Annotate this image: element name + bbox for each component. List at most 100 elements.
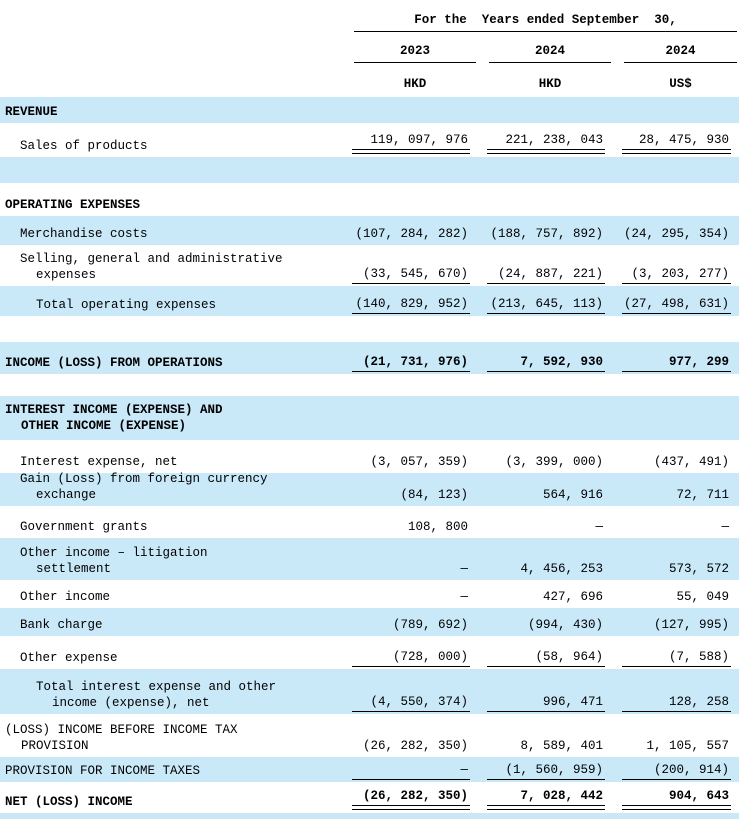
row-other-expense: Other expense (728, 000) (58, 964) (7, 5… [0, 636, 739, 669]
row-selling-general-admin: Selling, general and administrative expe… [0, 245, 739, 286]
row-label: Sales of products [20, 139, 148, 153]
currency-col-3: US$ [669, 77, 692, 91]
value-2024-hkd: — [595, 520, 603, 534]
row-sales-of-products: Sales of products 119, 097, 976 221, 238… [0, 123, 739, 157]
row-label: Selling, general and administrative [20, 252, 283, 266]
row-label: Merchandise costs [20, 227, 148, 241]
row-label-wrap: PROVISION [21, 739, 89, 753]
value-2023-hkd: — [460, 590, 468, 604]
row-label: Government grants [20, 520, 148, 534]
value-2023-hkd: (107, 284, 282) [355, 227, 468, 241]
year-col-2023: 2023 [350, 34, 478, 65]
value-2023-hkd: (728, 000) [350, 636, 478, 669]
row-label-wrap: settlement [36, 562, 112, 576]
header-spacer [0, 34, 350, 65]
value-2024-usd: 904, 643 [613, 782, 739, 813]
value-2024-usd: (24, 295, 354) [623, 227, 729, 241]
row-label-wrap: income (expense), net [52, 696, 210, 710]
row-other-income-litigation: Other income – litigation settlement — 4… [0, 538, 739, 580]
header-spacer [0, 65, 350, 97]
value-2024-usd: — [721, 520, 729, 534]
value-2024-usd: (200, 914) [613, 757, 739, 782]
value-2024-usd: 28, 475, 930 [613, 123, 739, 157]
spacer-row [0, 157, 739, 183]
value-2023-hkd: (33, 545, 670) [350, 245, 478, 286]
row-total-operating-expenses: Total operating expenses (140, 829, 952)… [0, 286, 739, 316]
row-label: Other income – litigation [20, 546, 208, 560]
table-header-years: 2023 2024 2024 [0, 34, 739, 65]
value-2024-hkd: 564, 916 [542, 488, 603, 502]
table-header-currencies: HKD HKD US$ [0, 65, 739, 97]
value-2024-usd: 573, 572 [668, 562, 729, 576]
value-2024-hkd: 7, 592, 930 [478, 342, 613, 374]
value-2024-hkd: (188, 757, 892) [490, 227, 603, 241]
section-label: INCOME (LOSS) FROM OPERATIONS [5, 356, 223, 370]
row-interest-expense-net: Interest expense, net (3, 057, 359) (3, … [0, 440, 739, 473]
row-label: Total interest expense and other [36, 680, 277, 694]
row-gain-loss-foreign-currency: Gain (Loss) from foreign currency exchan… [0, 472, 739, 506]
section-row-operating-expenses: OPERATING EXPENSES [0, 189, 739, 216]
value-2023-hkd: (84, 123) [400, 488, 468, 502]
value-2024-usd: 1, 105, 557 [646, 739, 729, 753]
row-label: PROVISION FOR INCOME TAXES [5, 764, 201, 778]
header-spacer [0, 0, 350, 34]
row-merchandise-costs: Merchandise costs (107, 284, 282) (188, … [0, 216, 739, 245]
spacer-row [0, 316, 739, 342]
value-2023-hkd: 108, 800 [407, 520, 468, 534]
value-2024-hkd: 7, 028, 442 [478, 782, 613, 813]
row-loss-income-before-tax: (LOSS) INCOME BEFORE INCOME TAX PROVISIO… [0, 714, 739, 757]
value-2024-hkd: 4, 456, 253 [520, 562, 603, 576]
period-title: For the Years ended September 30, [354, 12, 737, 32]
row-label: (LOSS) INCOME BEFORE INCOME TAX [5, 723, 238, 737]
value-2024-usd: 977, 299 [613, 342, 739, 374]
value-2024-hkd: 8, 589, 401 [520, 739, 603, 753]
value-2023-hkd: — [350, 757, 478, 782]
value-2024-hkd: (58, 964) [478, 636, 613, 669]
row-government-grants: Government grants 108, 800 — — [0, 506, 739, 538]
year-col-2024-hkd: 2024 [478, 34, 613, 65]
value-2024-hkd: (3, 399, 000) [505, 455, 603, 469]
value-2024-hkd: (24, 887, 221) [478, 245, 613, 286]
row-net-loss-income: NET (LOSS) INCOME (26, 282, 350) 7, 028,… [0, 782, 739, 813]
value-2023-hkd: 119, 097, 976 [350, 123, 478, 157]
value-2024-usd: (3, 203, 277) [613, 245, 739, 286]
section-label: OPERATING EXPENSES [5, 198, 141, 212]
row-label: Total operating expenses [36, 298, 217, 312]
row-label-wrap: expenses [36, 268, 97, 282]
period-title-cell: For the Years ended September 30, [350, 0, 739, 34]
value-2024-hkd: 996, 471 [478, 669, 613, 714]
row-label: NET (LOSS) INCOME [5, 795, 133, 809]
spacer-row [0, 374, 739, 396]
section-label: INTEREST INCOME (EXPENSE) AND [5, 403, 223, 417]
value-2023-hkd: (140, 829, 952) [350, 286, 478, 316]
value-2023-hkd: (26, 282, 350) [362, 739, 468, 753]
section-label-wrap: OTHER INCOME (EXPENSE) [21, 419, 187, 433]
value-2024-hkd: 221, 238, 043 [478, 123, 613, 157]
section-label: REVENUE [5, 105, 58, 119]
row-label: Gain (Loss) from foreign currency [20, 472, 268, 486]
value-2024-usd: (27, 498, 631) [613, 286, 739, 316]
value-2024-usd: (7, 588) [613, 636, 739, 669]
row-other-income: Other income — 427, 696 55, 049 [0, 580, 739, 608]
row-label: Other income [20, 590, 111, 604]
value-2024-usd: (437, 491) [653, 455, 729, 469]
value-2024-hkd: (1, 560, 959) [478, 757, 613, 782]
value-2023-hkd: (3, 057, 359) [370, 455, 468, 469]
value-2024-usd: 72, 711 [676, 488, 729, 502]
row-label: Other expense [20, 651, 118, 665]
row-label: Interest expense, net [20, 455, 178, 469]
row-label: Bank charge [20, 618, 103, 632]
value-2023-hkd: (4, 550, 374) [350, 669, 478, 714]
row-bank-charge: Bank charge (789, 692) (994, 430) (127, … [0, 608, 739, 636]
section-row-revenue: REVENUE [0, 97, 739, 123]
value-2023-hkd: (789, 692) [392, 618, 468, 632]
section-row-interest-other-income: INTEREST INCOME (EXPENSE) AND OTHER INCO… [0, 396, 739, 440]
row-label-wrap: exchange [36, 488, 97, 502]
value-2024-usd: 128, 258 [613, 669, 739, 714]
row-income-loss-from-operations: INCOME (LOSS) FROM OPERATIONS (21, 731, … [0, 342, 739, 374]
currency-col-2: HKD [538, 77, 562, 91]
value-2023-hkd: — [460, 562, 468, 576]
value-2023-hkd: (21, 731, 976) [350, 342, 478, 374]
value-2023-hkd: (26, 282, 350) [350, 782, 478, 813]
